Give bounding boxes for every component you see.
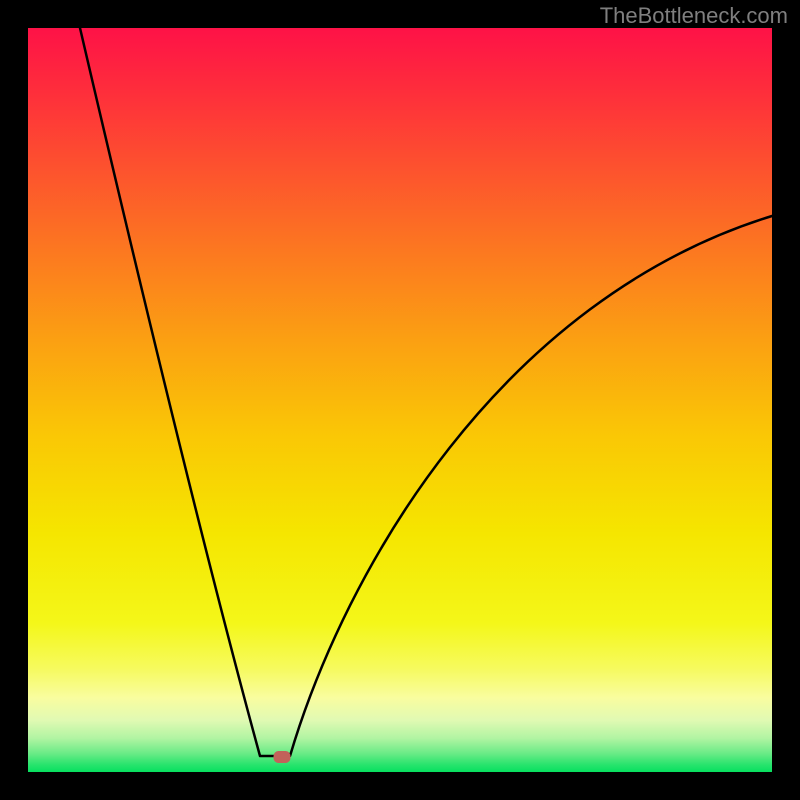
watermark-text: TheBottleneck.com — [600, 3, 788, 29]
chart-container: TheBottleneck.com — [0, 0, 800, 800]
plot-area — [28, 28, 772, 772]
bottleneck-curve — [0, 0, 800, 800]
optimum-marker — [274, 751, 291, 763]
